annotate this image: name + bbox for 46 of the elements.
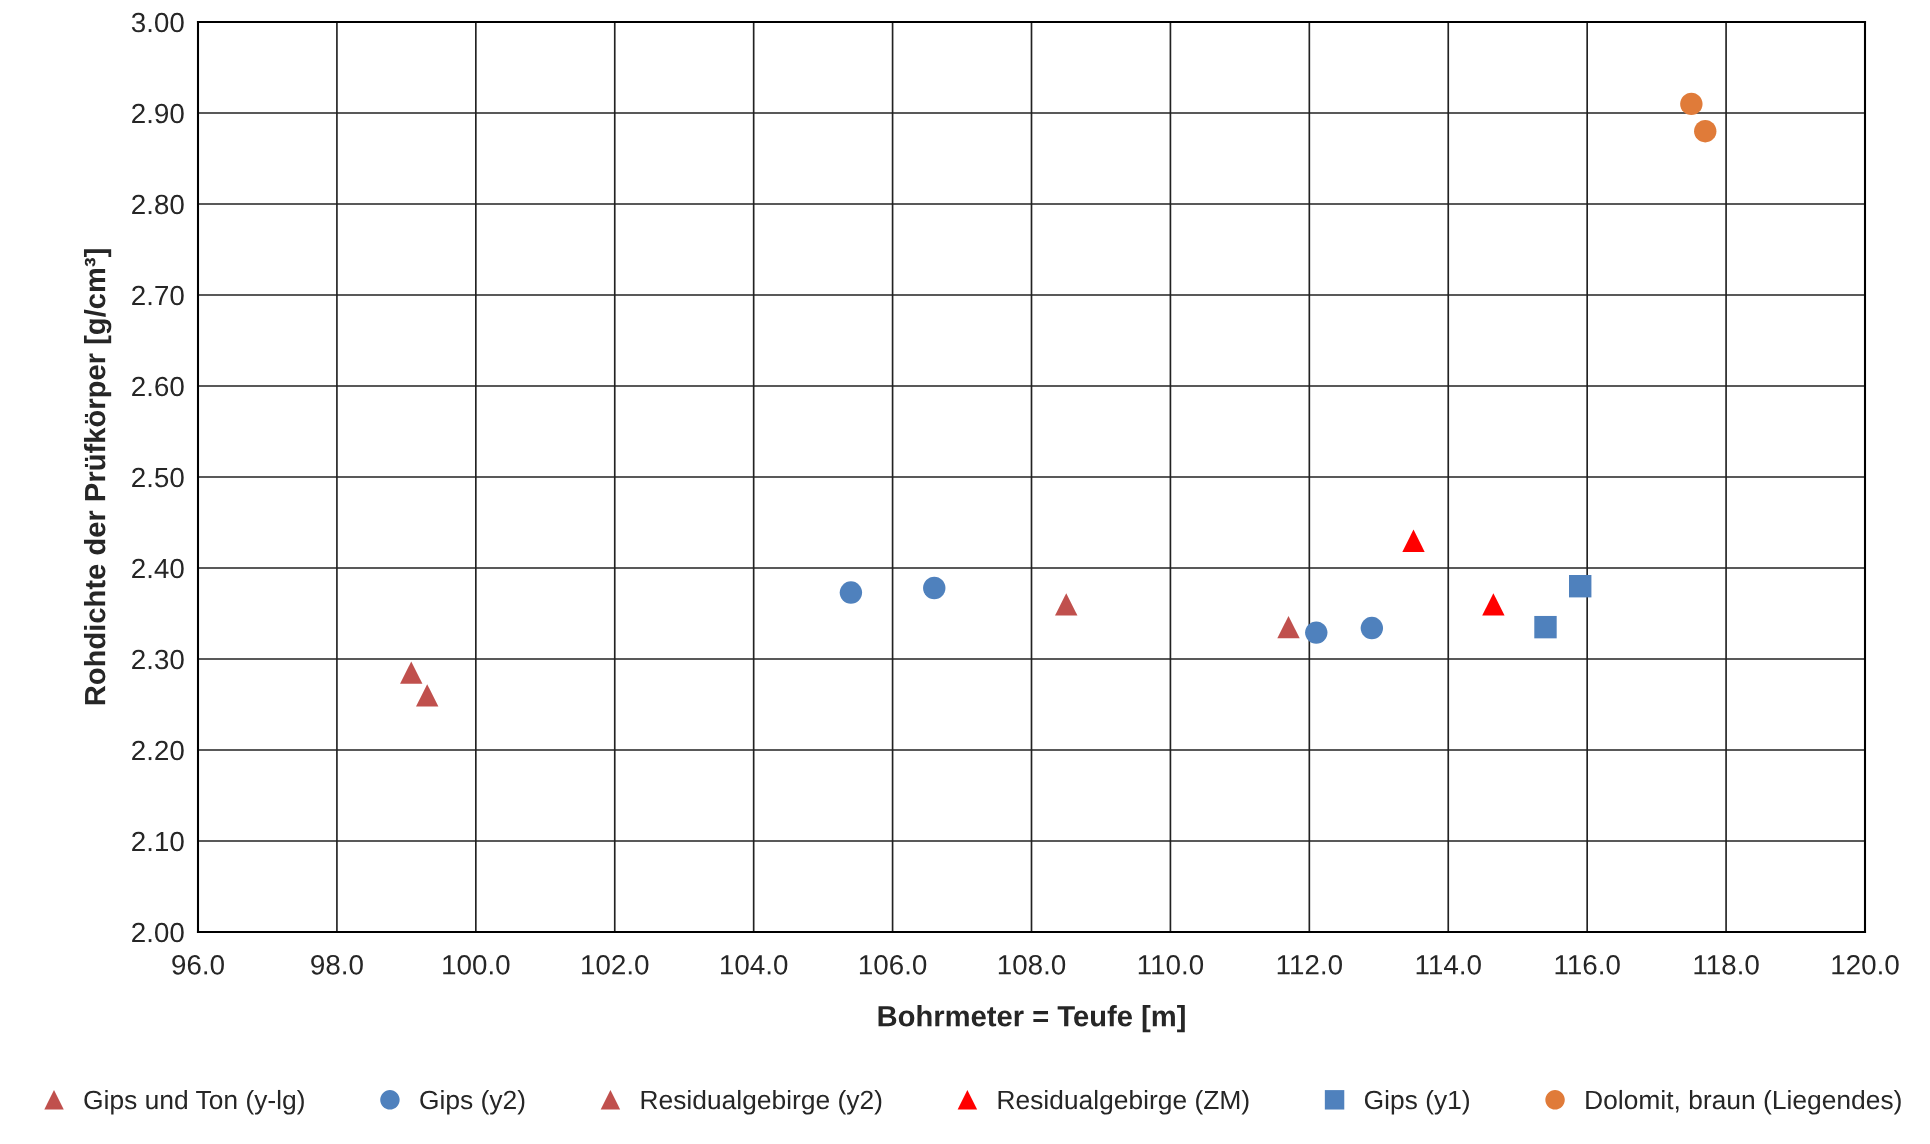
y-tick-label: 2.40 xyxy=(132,558,184,579)
x-tick-label: 116.0 xyxy=(1555,954,1620,975)
point xyxy=(1482,593,1505,616)
y-tick-label: 2.70 xyxy=(132,285,184,306)
point xyxy=(400,661,423,684)
point xyxy=(1534,615,1557,639)
y-tick-label: 2.60 xyxy=(132,376,184,397)
legend-label: Residualgebirge (y2) xyxy=(641,1089,882,1115)
point xyxy=(1277,615,1300,639)
y-tick-label: 3.00 xyxy=(131,12,184,33)
x-tick-label: 110.0 xyxy=(1138,954,1204,975)
point xyxy=(1305,621,1328,644)
point xyxy=(923,576,946,600)
x-tick-label: 96.0 xyxy=(172,954,224,975)
x-tick-label: 118.0 xyxy=(1694,954,1759,975)
point xyxy=(1360,616,1384,640)
legend-label: Dolomit, braun (Liegendes) xyxy=(1586,1089,1901,1115)
y-tick-label: 2.20 xyxy=(132,740,184,761)
x-tick-label: 106.0 xyxy=(859,954,927,975)
y-tick-label: 2.00 xyxy=(132,922,184,943)
y-tick-label: 2.10 xyxy=(132,831,184,852)
x-tick-label: 100.0 xyxy=(443,954,510,975)
point xyxy=(1402,529,1425,552)
y-tick-label: 2.30 xyxy=(132,649,184,670)
x-tick-label: 112.0 xyxy=(1277,954,1342,975)
x-tick-label: 108.0 xyxy=(998,954,1066,975)
y-tick-label: 2.80 xyxy=(132,194,184,215)
point xyxy=(839,581,863,604)
x-tick-label: 120.0 xyxy=(1832,954,1899,975)
legend-label: Gips (y1) xyxy=(1364,1089,1469,1115)
point xyxy=(416,684,439,707)
x-tick-label: 98.0 xyxy=(311,954,363,975)
x-tick-label: 104.0 xyxy=(721,954,788,975)
y-axis-title: Rohdichte der Prüfkörper [g/cm³] xyxy=(83,249,112,705)
x-tick-label: 114.0 xyxy=(1416,954,1481,975)
point xyxy=(1569,575,1592,598)
legend-label: Gips und Ton (y-lg) xyxy=(84,1089,304,1115)
point xyxy=(1680,92,1703,116)
point xyxy=(1055,593,1078,616)
y-tick-label: 2.90 xyxy=(132,103,184,124)
x-axis-title: Bohrmeter = Teufe [m] xyxy=(878,1005,1185,1033)
point xyxy=(1694,120,1717,143)
y-tick-label: 2.50 xyxy=(132,467,184,488)
legend-label: Gips (y2) xyxy=(420,1089,525,1115)
x-tick-label: 102.0 xyxy=(582,954,649,975)
legend-label: Residualgebirge (ZM) xyxy=(998,1089,1249,1115)
